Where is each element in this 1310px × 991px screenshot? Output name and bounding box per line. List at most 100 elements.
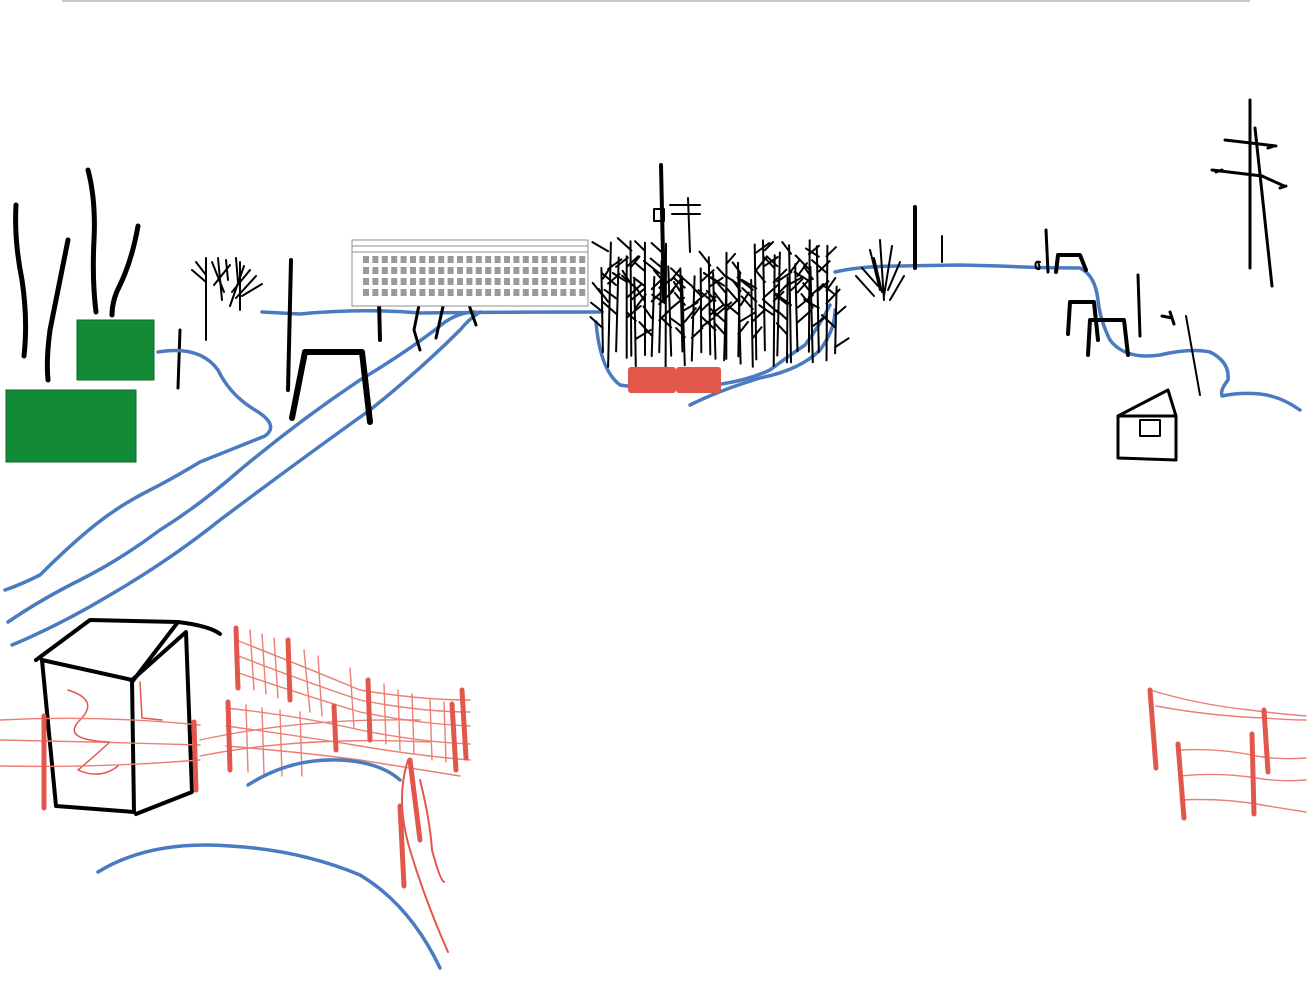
building-window	[560, 278, 566, 285]
building-window	[513, 278, 519, 285]
building-window	[391, 267, 397, 274]
building-window	[570, 267, 576, 274]
building-window	[401, 267, 407, 274]
building-window	[401, 289, 407, 296]
building-window	[485, 256, 491, 263]
netting-line	[280, 710, 282, 776]
netting-line	[262, 634, 266, 694]
building-window	[457, 289, 463, 296]
apartment-block	[352, 240, 588, 306]
netting-line	[200, 741, 430, 756]
building-window	[542, 278, 548, 285]
building-window	[532, 289, 538, 296]
green-shed	[77, 320, 154, 380]
building-window	[504, 278, 510, 285]
building-window	[419, 256, 425, 263]
building-window	[457, 256, 463, 263]
building-window	[570, 256, 576, 263]
netting-line	[236, 640, 470, 700]
building-window	[570, 278, 576, 285]
netting-line	[262, 708, 264, 774]
building-window	[448, 267, 454, 274]
building-window	[466, 289, 472, 296]
building-window	[476, 267, 482, 274]
building-window	[579, 267, 585, 274]
building-window	[523, 267, 529, 274]
building-window	[410, 289, 416, 296]
building-window	[382, 278, 388, 285]
building-window	[495, 267, 501, 274]
building-window	[485, 278, 491, 285]
building-window	[495, 289, 501, 296]
building-window	[382, 256, 388, 263]
building-window	[560, 289, 566, 296]
outhouse	[36, 620, 220, 814]
netting-line	[412, 694, 414, 754]
building-window	[410, 267, 416, 274]
birch-grove	[591, 165, 849, 368]
building-window	[551, 256, 557, 263]
building-window	[495, 256, 501, 263]
building-window	[513, 256, 519, 263]
building-window	[372, 289, 378, 296]
building-window	[438, 256, 444, 263]
building-window	[457, 278, 463, 285]
building-window	[523, 278, 529, 285]
building-window	[466, 278, 472, 285]
building-window	[570, 289, 576, 296]
building-window	[542, 267, 548, 274]
birch-stem	[738, 278, 766, 367]
building-window	[476, 278, 482, 285]
building-window	[363, 289, 369, 296]
building-window	[457, 267, 463, 274]
power-pylon	[1212, 100, 1286, 286]
building-window	[466, 267, 472, 274]
building-window	[429, 256, 435, 263]
building-window	[560, 256, 566, 263]
building-window	[419, 289, 425, 296]
building-window	[466, 256, 472, 263]
building-window	[438, 267, 444, 274]
building-window	[410, 278, 416, 285]
green-box	[6, 390, 136, 462]
building-window	[419, 267, 425, 274]
building-window	[448, 278, 454, 285]
building-window	[419, 278, 425, 285]
building-window	[504, 289, 510, 296]
building-window	[504, 256, 510, 263]
netting-line	[300, 712, 302, 776]
building-window	[523, 256, 529, 263]
building-window	[523, 289, 529, 296]
building-window	[485, 267, 491, 274]
building-window	[391, 278, 397, 285]
building-window	[448, 256, 454, 263]
building-window	[401, 256, 407, 263]
building-window	[391, 256, 397, 263]
building-window	[476, 256, 482, 263]
small-trees-left	[192, 258, 262, 340]
birch-stem	[618, 238, 644, 356]
building-window	[532, 267, 538, 274]
building-window	[410, 256, 416, 263]
building-window	[513, 267, 519, 274]
outhouse-door-scribble	[68, 682, 162, 774]
netting-line	[430, 700, 432, 760]
building-window	[485, 289, 491, 296]
building-window	[382, 267, 388, 274]
building-window	[372, 278, 378, 285]
building-window	[579, 278, 585, 285]
building-window	[579, 256, 585, 263]
building-window	[448, 289, 454, 296]
building-window	[438, 278, 444, 285]
building-window	[551, 278, 557, 285]
building-window	[429, 278, 435, 285]
netting-line	[0, 718, 200, 725]
netting-line	[246, 705, 248, 772]
small-hut	[1118, 390, 1176, 460]
building-window	[363, 267, 369, 274]
building-window	[495, 278, 501, 285]
building-window	[532, 278, 538, 285]
building-window	[429, 267, 435, 274]
foreground-path	[98, 760, 440, 968]
